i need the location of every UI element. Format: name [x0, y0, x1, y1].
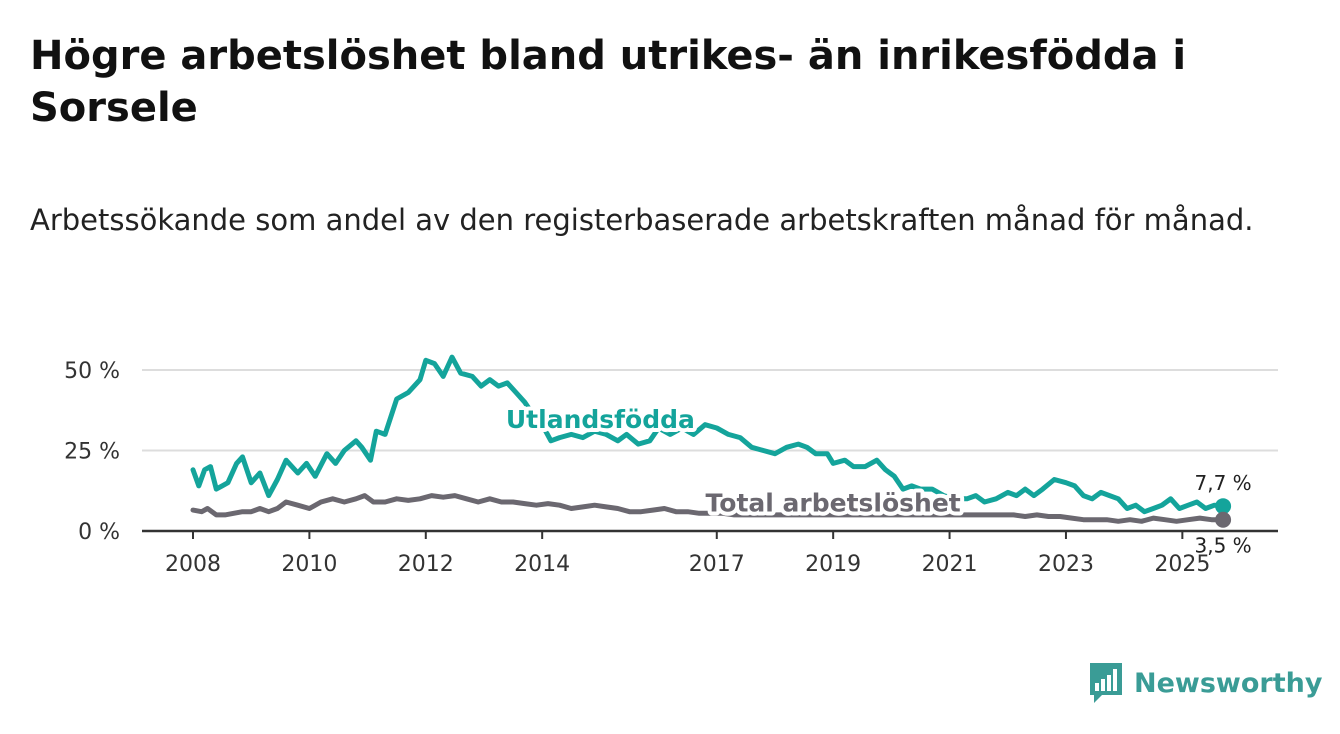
y-tick-label: 50 %	[64, 359, 120, 384]
x-tick-label: 2012	[398, 552, 454, 577]
chart-title: Högre arbetslöshet bland utrikes- än inr…	[30, 33, 1187, 131]
x-tick-label: 2010	[281, 552, 337, 577]
series-line-utlandsfodda	[190, 354, 1226, 515]
x-tick-label: 2025	[1154, 552, 1210, 577]
chart-subtitle: Arbetssökande som andel av den registerb…	[30, 203, 1254, 237]
axes: 0 % 25 % 50 % 2008 2010 2012 2014 2017 2019 2021 2…	[64, 359, 1278, 577]
series-label: Total arbetslöshet	[706, 489, 961, 518]
x-tick-label: 2008	[165, 552, 221, 577]
end-value-label: 7,7 %	[1195, 471, 1252, 495]
series-end-point	[1215, 511, 1232, 528]
newsworthy-logo-icon	[1090, 663, 1122, 703]
x-tick-label: 2017	[689, 552, 745, 577]
series-label-halo: Utlandsfödda	[506, 405, 695, 434]
series-label: Utlandsfödda	[506, 405, 695, 434]
series-line-total	[190, 493, 1226, 524]
brand-logo: Newsworthy	[1088, 660, 1322, 706]
y-tick-label: 0 %	[78, 520, 120, 545]
series	[190, 354, 1232, 528]
x-tick-label: 2021	[922, 552, 978, 577]
brand-name: Newsworthy	[1134, 667, 1323, 699]
x-tick-label: 2014	[514, 552, 570, 577]
series-label-halo: Total arbetslöshet	[706, 489, 961, 518]
x-tick-label: 2023	[1038, 552, 1094, 577]
end-value-label: 3,5 %	[1195, 534, 1252, 558]
series-end-point	[1215, 498, 1232, 515]
y-tick-label: 25 %	[64, 440, 120, 465]
gridlines	[142, 369, 1278, 452]
x-tick-label: 2019	[805, 552, 861, 577]
